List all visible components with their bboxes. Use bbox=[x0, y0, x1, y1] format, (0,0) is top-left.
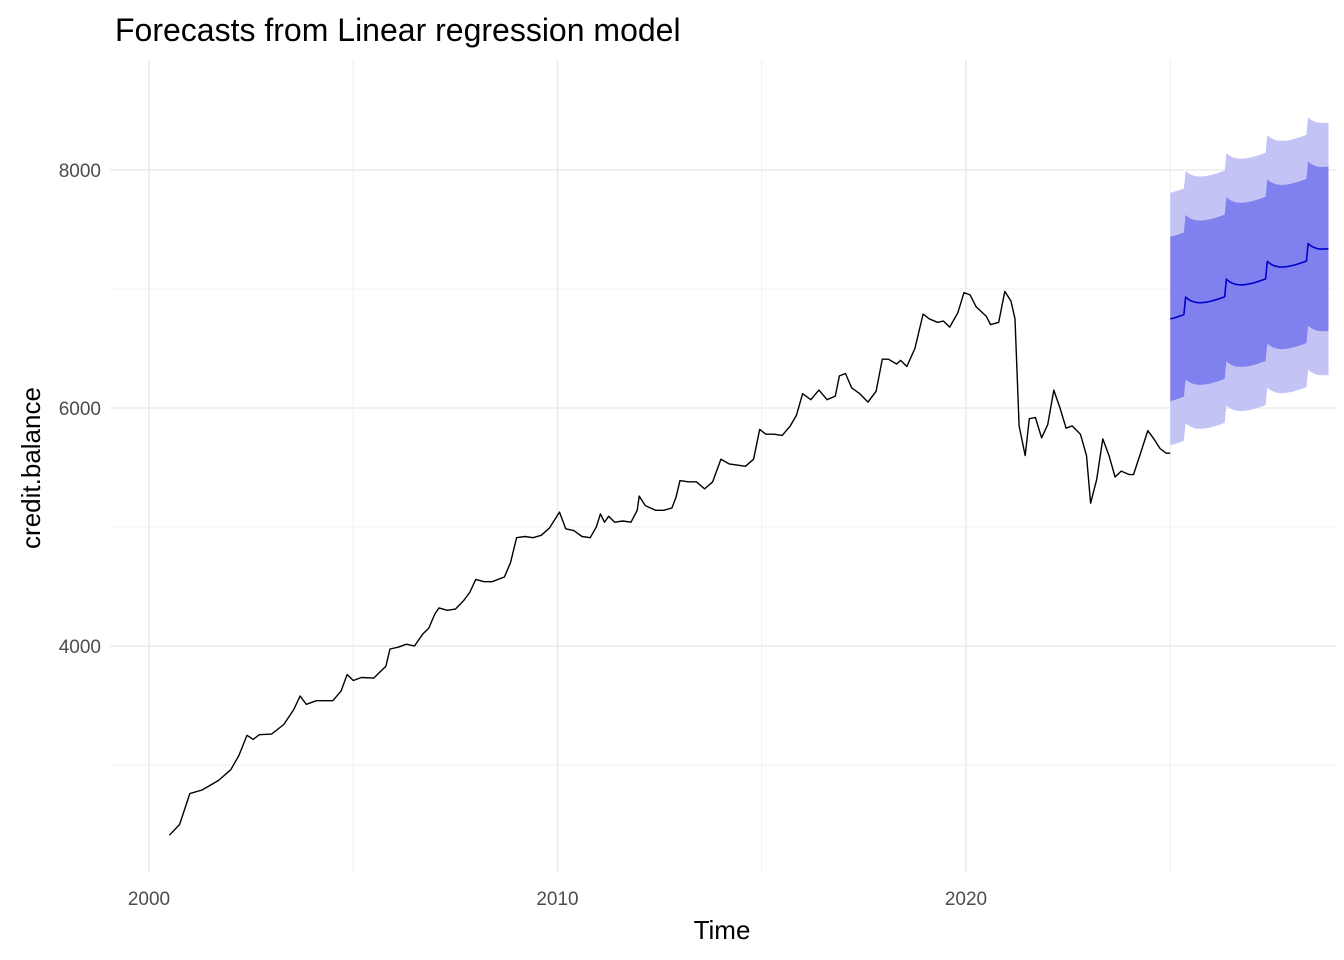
y-axis-title: credit.balance bbox=[16, 387, 46, 549]
grid-lines bbox=[110, 60, 1336, 872]
y-tick-label: 6000 bbox=[59, 399, 101, 420]
y-tick-label: 8000 bbox=[59, 161, 101, 182]
x-tick-label: 2010 bbox=[536, 889, 578, 910]
y-axis-ticks: 4000 6000 8000 bbox=[59, 161, 101, 658]
chart-title: Forecasts from Linear regression model bbox=[115, 12, 681, 48]
series-lines bbox=[168, 242, 1329, 836]
x-axis-title: Time bbox=[694, 915, 751, 945]
x-tick-label: 2000 bbox=[128, 889, 170, 910]
prediction-band-80 bbox=[1170, 161, 1329, 402]
x-tick-label: 2020 bbox=[945, 889, 987, 910]
prediction-intervals bbox=[1170, 117, 1329, 446]
y-tick-label: 4000 bbox=[59, 637, 101, 658]
forecast-mean-line bbox=[1170, 242, 1329, 320]
x-axis-ticks: 2000 2010 2020 bbox=[128, 889, 987, 910]
historical-series-line bbox=[168, 290, 1171, 836]
